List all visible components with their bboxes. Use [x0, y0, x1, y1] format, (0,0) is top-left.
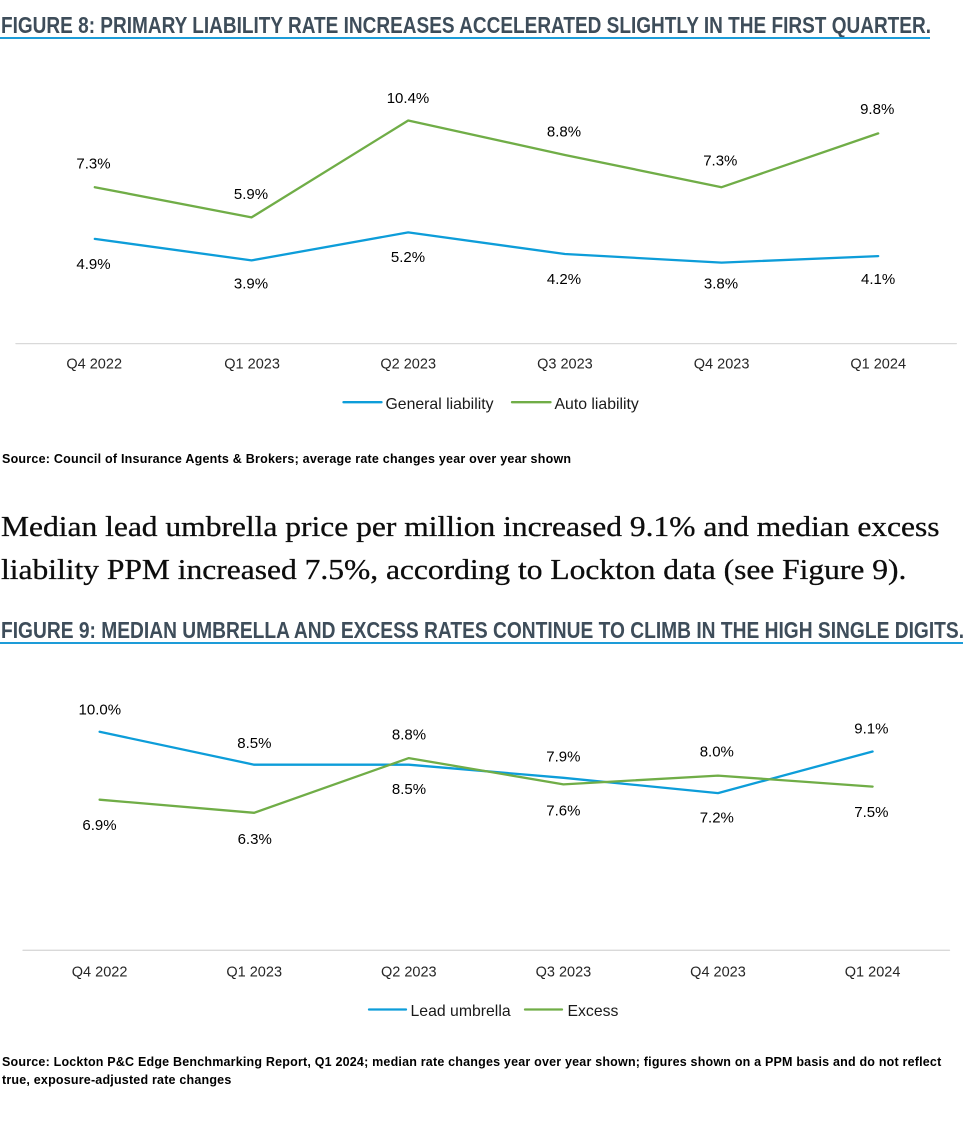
svg-text:4.2%: 4.2% [547, 271, 581, 288]
svg-text:Q2 2023: Q2 2023 [381, 964, 437, 980]
svg-text:8.8%: 8.8% [547, 123, 581, 140]
svg-text:3.8%: 3.8% [704, 276, 738, 293]
svg-text:Q1 2023: Q1 2023 [226, 964, 282, 980]
svg-text:7.9%: 7.9% [546, 749, 580, 766]
svg-text:4.9%: 4.9% [76, 256, 110, 273]
svg-text:8.5%: 8.5% [392, 781, 426, 798]
svg-text:5.2%: 5.2% [391, 249, 425, 266]
svg-text:Q3 2023: Q3 2023 [537, 357, 593, 373]
svg-text:10.0%: 10.0% [79, 702, 122, 719]
svg-text:8.8%: 8.8% [392, 727, 426, 744]
svg-text:8.0%: 8.0% [700, 744, 734, 761]
svg-text:Q3 2023: Q3 2023 [536, 964, 592, 980]
svg-text:Q2 2023: Q2 2023 [380, 357, 436, 373]
svg-text:7.3%: 7.3% [703, 153, 737, 170]
svg-text:Excess: Excess [568, 1003, 619, 1020]
svg-text:3.9%: 3.9% [234, 275, 268, 292]
svg-text:Q4 2022: Q4 2022 [72, 964, 128, 980]
svg-text:6.3%: 6.3% [238, 831, 272, 848]
svg-text:Q1 2023: Q1 2023 [224, 357, 280, 373]
svg-text:7.5%: 7.5% [854, 804, 888, 821]
svg-text:Q4 2022: Q4 2022 [66, 357, 122, 373]
svg-text:7.2%: 7.2% [700, 809, 734, 826]
svg-text:7.3%: 7.3% [76, 155, 110, 172]
svg-text:Q4 2023: Q4 2023 [694, 357, 750, 373]
svg-text:Q4 2023: Q4 2023 [690, 964, 746, 980]
svg-text:8.5%: 8.5% [237, 735, 271, 752]
svg-text:Lead umbrella: Lead umbrella [411, 1003, 511, 1020]
svg-text:Q1 2024: Q1 2024 [850, 357, 906, 373]
svg-text:Q1 2024: Q1 2024 [845, 964, 901, 980]
svg-text:Auto liability: Auto liability [555, 396, 639, 413]
svg-text:7.6%: 7.6% [546, 803, 580, 820]
svg-text:4.1%: 4.1% [861, 271, 895, 288]
svg-text:9.8%: 9.8% [860, 101, 894, 118]
svg-text:General liability: General liability [386, 396, 494, 413]
svg-text:6.9%: 6.9% [82, 817, 116, 834]
svg-text:10.4%: 10.4% [387, 90, 430, 107]
svg-text:9.1%: 9.1% [854, 721, 888, 738]
svg-text:5.9%: 5.9% [234, 186, 268, 203]
